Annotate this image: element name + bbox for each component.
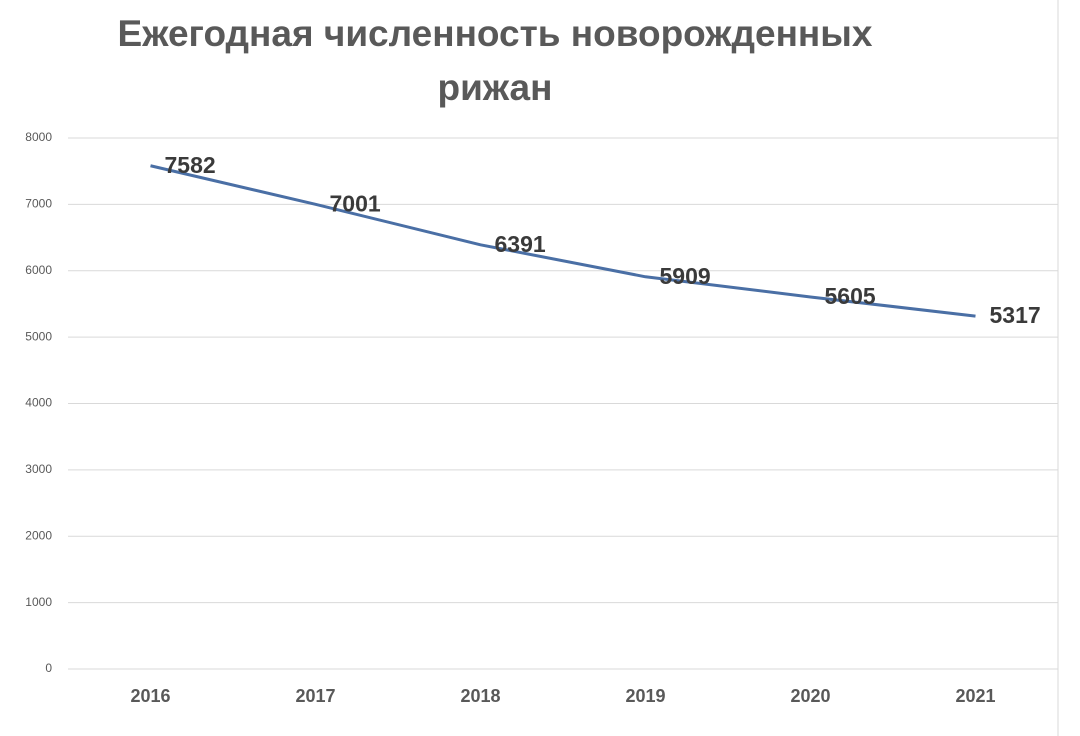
x-tick-label: 2021 bbox=[955, 686, 995, 706]
y-tick-label: 0 bbox=[45, 661, 52, 675]
chart-title: Ежегодная численность новорожденных bbox=[118, 13, 873, 54]
y-tick-label: 2000 bbox=[25, 528, 52, 542]
data-label: 5909 bbox=[660, 263, 711, 289]
y-tick-label: 7000 bbox=[25, 197, 52, 211]
x-tick-label: 2018 bbox=[460, 686, 500, 706]
y-tick-label: 4000 bbox=[25, 396, 52, 410]
data-label: 7582 bbox=[165, 152, 216, 178]
data-label: 6391 bbox=[495, 231, 546, 257]
data-label: 5605 bbox=[825, 283, 876, 309]
y-tick-label: 8000 bbox=[25, 130, 52, 144]
data-label: 7001 bbox=[330, 190, 381, 216]
y-tick-label: 5000 bbox=[25, 329, 52, 343]
y-tick-label: 3000 bbox=[25, 462, 52, 476]
data-line bbox=[150, 164, 976, 318]
x-tick-label: 2016 bbox=[130, 686, 170, 706]
x-tick-label: 2020 bbox=[790, 686, 830, 706]
y-tick-label: 6000 bbox=[25, 263, 52, 277]
x-tick-label: 2017 bbox=[295, 686, 335, 706]
x-tick-label: 2019 bbox=[625, 686, 665, 706]
chart-title: рижан bbox=[438, 67, 553, 108]
data-label: 5317 bbox=[990, 302, 1041, 328]
y-tick-label: 1000 bbox=[25, 595, 52, 609]
